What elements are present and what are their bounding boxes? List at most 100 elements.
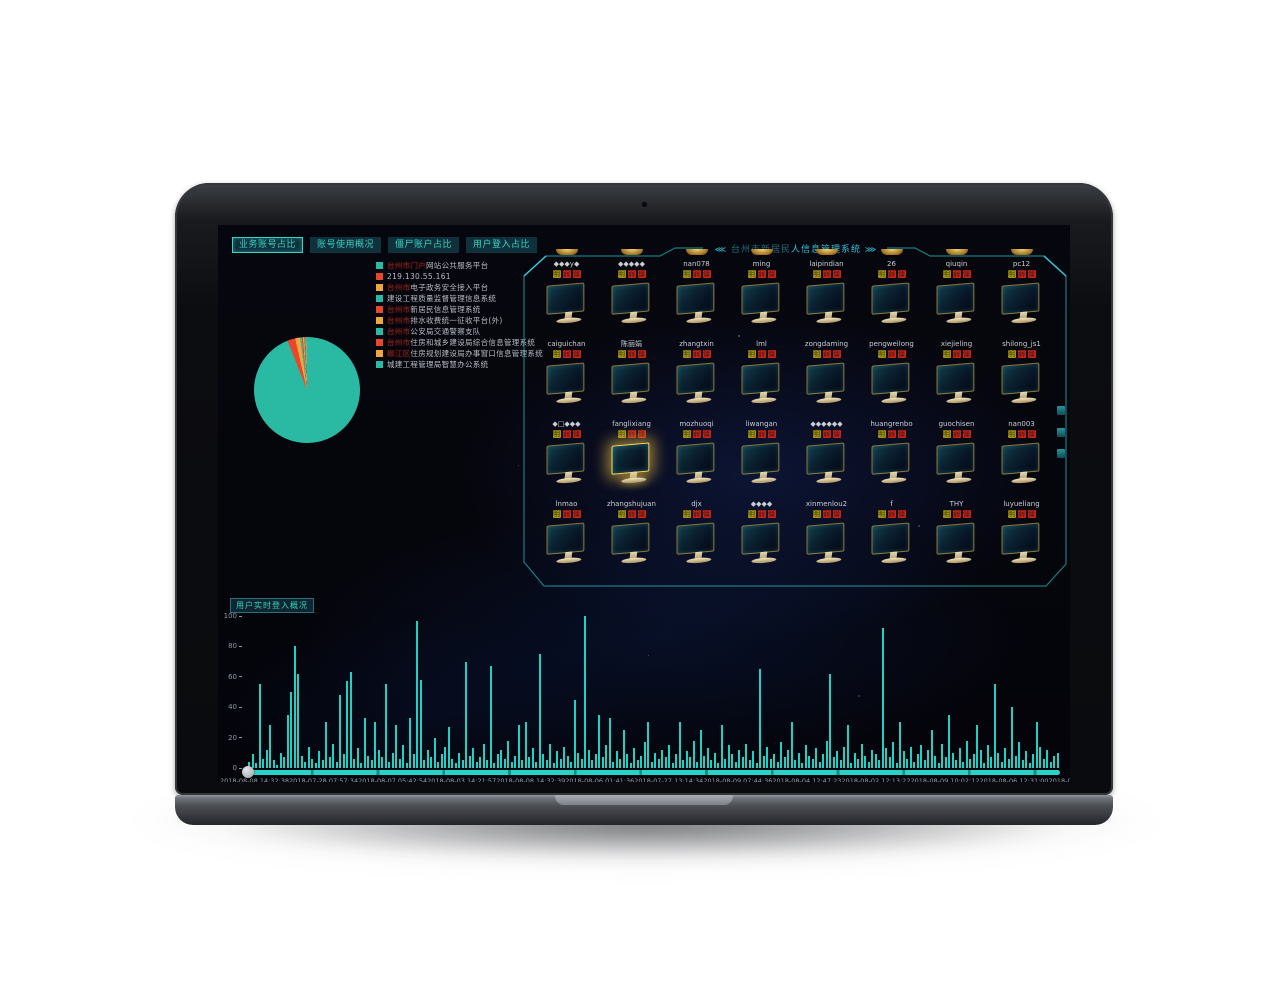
monitor-icon[interactable] <box>607 282 656 328</box>
next-page-arrows[interactable]: ⋙ <box>864 245 878 254</box>
monitor-icon[interactable] <box>542 282 591 328</box>
status-tags: 明弱僵 <box>877 270 906 279</box>
username-label: ming <box>752 260 771 268</box>
status-tag: 明 <box>617 270 626 278</box>
bar <box>388 761 390 768</box>
monitor-base-crescent <box>989 249 1054 255</box>
monitor-icon[interactable] <box>607 522 656 568</box>
legend-item[interactable]: 台州市公安局交通警察支队 <box>376 326 543 337</box>
account-share-pie-chart[interactable] <box>254 337 360 443</box>
bar <box>850 763 852 768</box>
status-tag: 僵 <box>767 270 776 278</box>
bar <box>542 754 544 768</box>
status-tag: 僵 <box>962 270 971 278</box>
legend-item[interactable]: 椒江区住房规划建设局办事窗口信息管理系统 <box>376 348 543 359</box>
bar <box>955 760 957 768</box>
monitor-screen <box>611 362 649 395</box>
bar <box>356 748 359 768</box>
monitor-icon[interactable] <box>607 362 656 408</box>
status-tags: 明弱僵 <box>747 350 776 359</box>
status-tag: 明 <box>617 430 626 438</box>
tab-button[interactable]: 业务账号占比 <box>232 237 304 253</box>
bar <box>689 757 691 768</box>
monitor-icon[interactable] <box>672 522 721 568</box>
monitor-icon[interactable] <box>737 522 786 568</box>
bar <box>762 755 765 768</box>
monitor-icon[interactable] <box>932 442 981 488</box>
legend-item[interactable]: 台州市电子政务安全接入平台 <box>376 282 543 293</box>
monitor-screen <box>676 442 714 475</box>
star-dot <box>918 525 920 527</box>
monitor-icon[interactable] <box>997 282 1046 328</box>
monitor-icon[interactable] <box>672 442 721 488</box>
monitor-icon[interactable] <box>997 522 1046 568</box>
status-tag: 弱 <box>1017 270 1026 278</box>
bar <box>895 763 898 768</box>
bar <box>472 748 474 768</box>
monitor-icon[interactable] <box>737 282 786 328</box>
tab-label: 用户登入占比 <box>473 240 531 250</box>
status-tag: 僵 <box>702 510 711 518</box>
user-cell: qiuqin 明弱僵 <box>924 260 989 340</box>
username-label: ◆□◆◆◆ <box>552 420 581 428</box>
legend-color-swatch <box>376 317 383 324</box>
monitor-icon[interactable] <box>542 362 591 408</box>
username-label: fanglixiang <box>612 420 651 428</box>
status-tag: 僵 <box>702 430 711 438</box>
datazoom-slider[interactable] <box>248 770 1060 775</box>
monitor-base <box>945 316 972 324</box>
x-axis-tick-label: 2018-08-06 01:41:36 <box>565 777 635 782</box>
status-tag: 明 <box>942 510 951 518</box>
bar <box>440 754 443 768</box>
tab-button[interactable]: 僵尸账户占比 <box>388 237 460 253</box>
user-cell: xinmenlou2 明弱僵 <box>794 500 859 580</box>
legend-item[interactable]: 台州市门户网站公共服务平台 <box>376 260 543 271</box>
bar <box>374 722 376 768</box>
monitor-icon[interactable] <box>802 362 851 408</box>
bar <box>664 757 667 768</box>
monitor-icon[interactable] <box>867 522 916 568</box>
monitor-icon[interactable] <box>932 282 981 328</box>
bar <box>836 751 838 768</box>
bar <box>815 748 817 768</box>
monitor-icon[interactable] <box>867 442 916 488</box>
status-tags: 明弱僵 <box>552 430 581 439</box>
monitor-icon[interactable] <box>932 362 981 408</box>
bar <box>759 669 761 768</box>
monitor-icon[interactable] <box>997 362 1046 408</box>
monitor-icon[interactable] <box>932 522 981 568</box>
username-label: zhangshujuan <box>607 500 656 508</box>
monitor-icon[interactable] <box>672 282 721 328</box>
bar <box>916 754 919 768</box>
monitor-icon[interactable] <box>542 522 591 568</box>
tab-button[interactable]: 用户登入占比 <box>466 237 538 253</box>
legend-label: 城建工程管理局智慧办公系统 <box>387 360 489 369</box>
panel-side-decoration <box>1056 406 1066 458</box>
monitor-icon[interactable] <box>737 362 786 408</box>
monitor-icon[interactable] <box>737 442 786 488</box>
legend-item[interactable]: 城建工程管理局智慧办公系统 <box>376 359 543 370</box>
status-tag: 弱 <box>757 430 766 438</box>
previous-row-monitor-bases <box>534 249 1054 255</box>
user-cell: ming 明弱僵 <box>729 260 794 340</box>
monitor-icon[interactable] <box>802 442 851 488</box>
monitor-icon[interactable] <box>867 282 916 328</box>
monitor-icon[interactable] <box>607 442 656 488</box>
monitor-icon[interactable] <box>802 522 851 568</box>
monitor-icon[interactable] <box>802 282 851 328</box>
monitor-base-crescent <box>599 249 664 255</box>
legend-item[interactable]: 建设工程质量监督管理信息系统 <box>376 293 543 304</box>
legend-item[interactable]: 219.130.55.161 <box>376 271 543 282</box>
tab-button[interactable]: 账号使用概况 <box>310 237 382 253</box>
legend-item[interactable]: 台州市住房和城乡建设局综合信息管理系统 <box>376 337 543 348</box>
legend-item[interactable]: 台州市新居民信息管理系统 <box>376 304 543 315</box>
user-cell: shilong_js1 明弱僵 <box>989 340 1054 420</box>
datazoom-handle[interactable] <box>242 766 254 778</box>
monitor-icon[interactable] <box>672 362 721 408</box>
monitor-icon[interactable] <box>542 442 591 488</box>
prev-page-arrows[interactable]: ⋘ <box>714 245 728 254</box>
status-tag: 明 <box>1007 430 1016 438</box>
monitor-icon[interactable] <box>997 442 1046 488</box>
legend-item[interactable]: 台州市排水收费统一征收平台(外) <box>376 315 543 326</box>
monitor-icon[interactable] <box>867 362 916 408</box>
